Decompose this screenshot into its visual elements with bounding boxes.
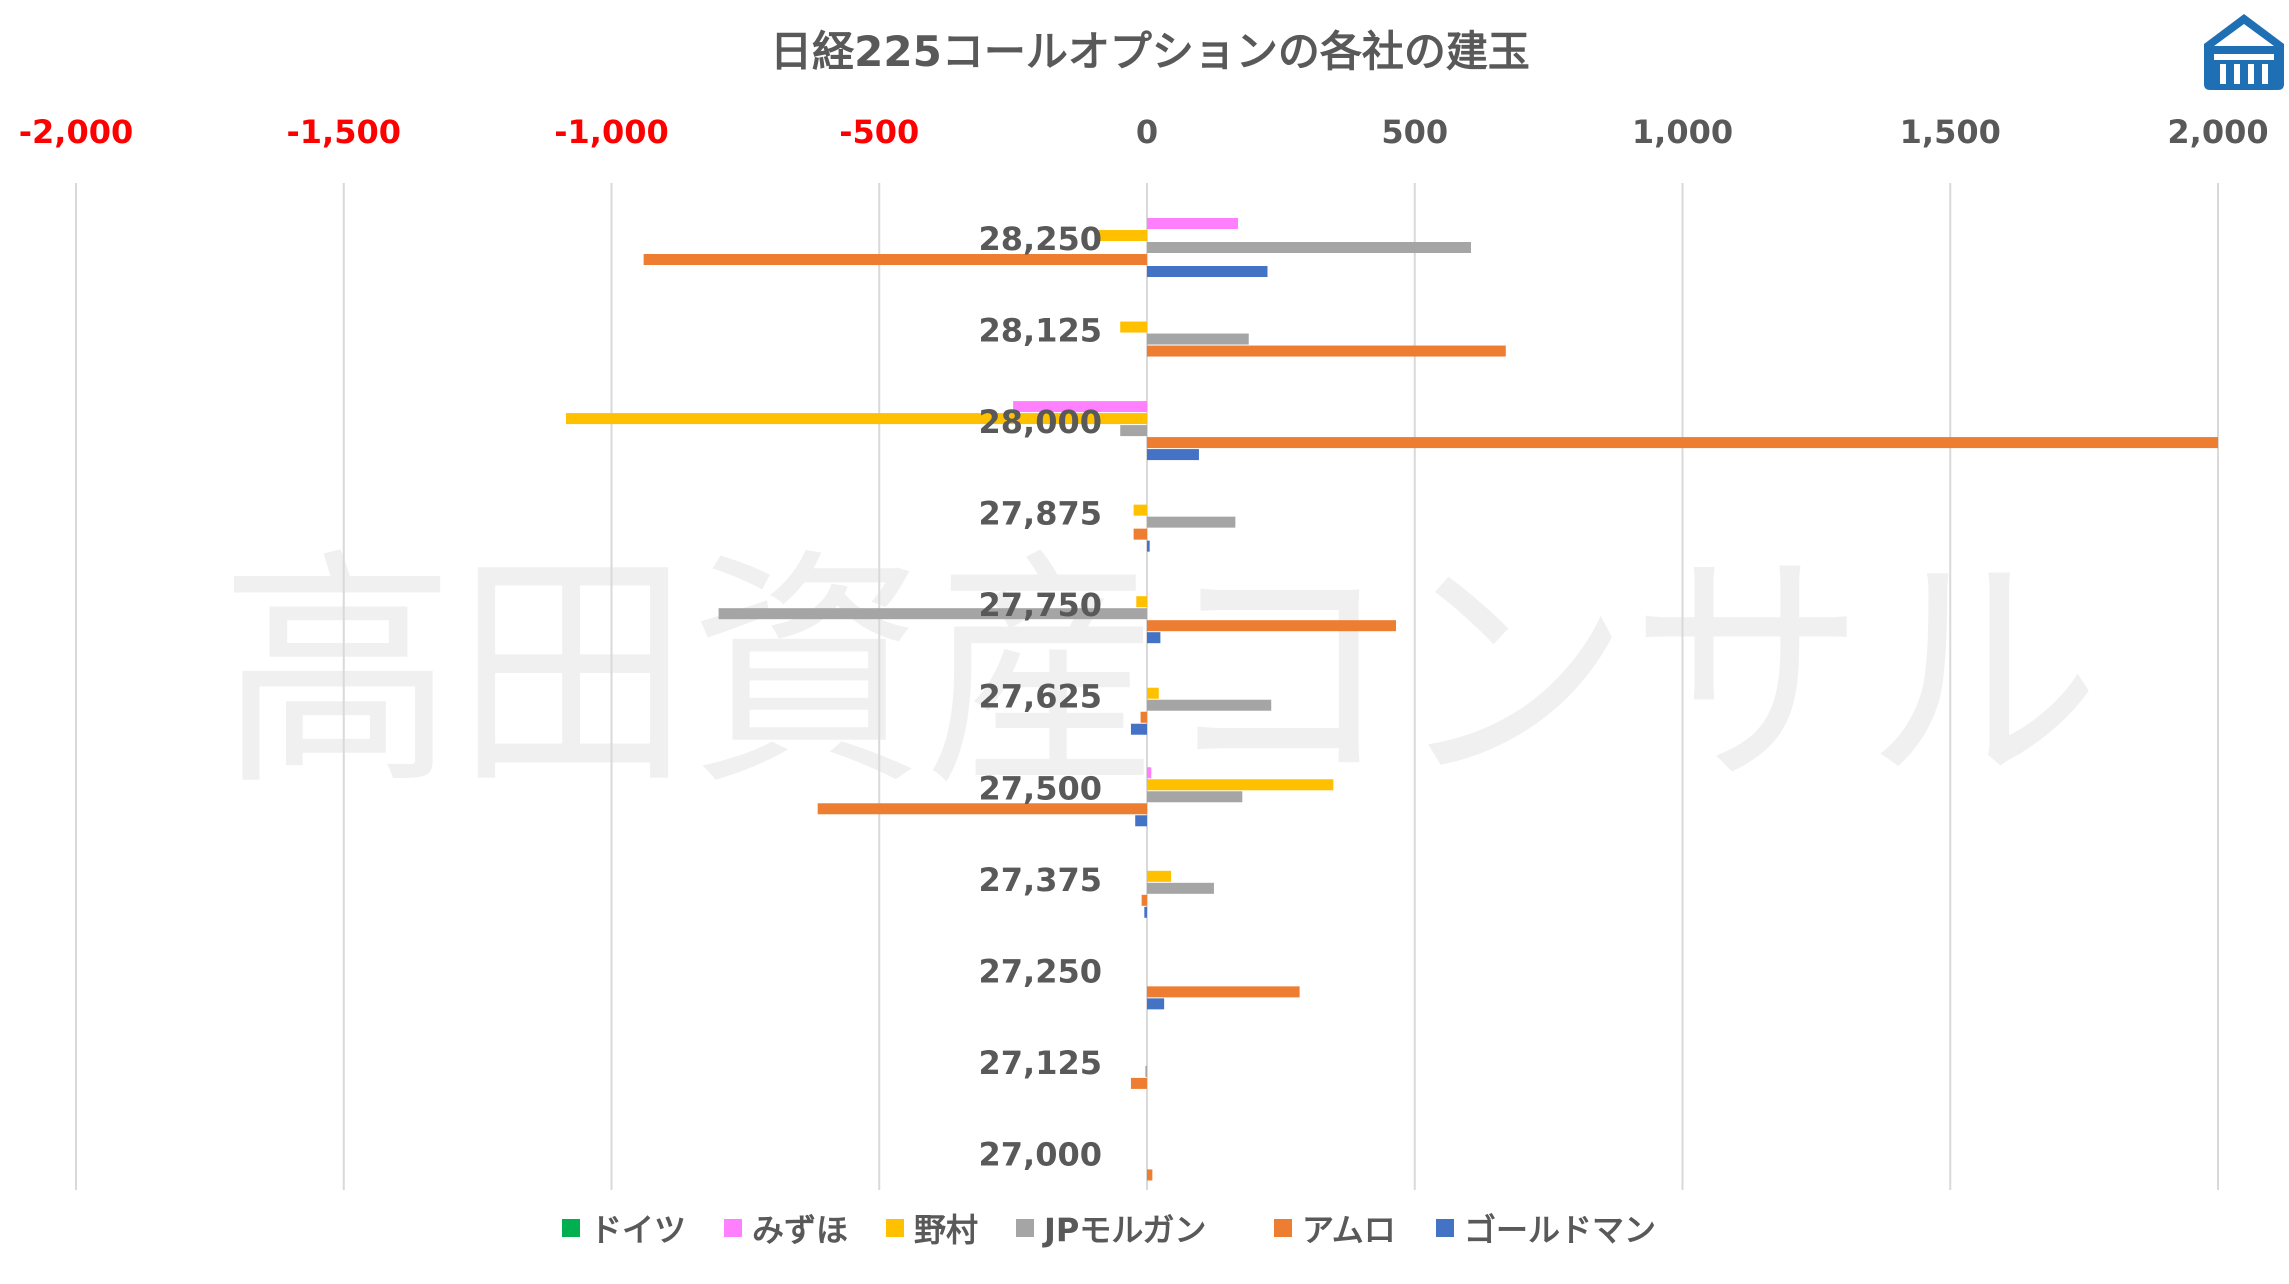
- bar: [1130, 723, 1147, 735]
- bars: [565, 218, 2218, 1181]
- legend-swatch: [1436, 1219, 1454, 1237]
- bar: [1145, 1065, 1147, 1077]
- bar: [1147, 779, 1334, 791]
- legend-swatch: [562, 1219, 580, 1237]
- takada-logo-icon: [2204, 14, 2284, 90]
- bar: [1147, 242, 1471, 253]
- bar: [1147, 632, 1161, 644]
- watermark: 高田資産コンサル: [220, 528, 2100, 819]
- category-label: 28,125: [979, 312, 1102, 350]
- bar: [1147, 218, 1239, 229]
- x-tick-label: -500: [839, 113, 919, 151]
- chart-title: 日経225コールオプションの各社の建玉: [770, 27, 1530, 76]
- x-tick-label: -2,000: [19, 113, 134, 151]
- x-tick-label: 0: [1136, 113, 1158, 151]
- bar: [1141, 894, 1147, 906]
- x-tick-label: 2,000: [2167, 113, 2268, 151]
- category-label: 27,000: [979, 1135, 1102, 1173]
- bar: [1147, 333, 1249, 345]
- category-label: 27,375: [979, 861, 1102, 899]
- category-label: 27,125: [979, 1044, 1102, 1082]
- bar: [1147, 1169, 1153, 1181]
- legend-label: ドイツ: [590, 1211, 686, 1249]
- x-tick-label: 1,000: [1632, 113, 1733, 151]
- bar: [1130, 1077, 1147, 1089]
- bar: [1147, 870, 1172, 882]
- bar: [817, 803, 1147, 815]
- legend-swatch: [724, 1219, 742, 1237]
- bar: [1147, 540, 1150, 552]
- category-label: 28,250: [979, 220, 1102, 258]
- category-labels: 28,250 28,125 28,000 27,875 27,750 27,625 27,5…: [979, 220, 1102, 1173]
- bar: [1147, 620, 1397, 632]
- legend: ドイツ みずほ 野村 JPモルガン アムロ ゴールドマン: [562, 1211, 1656, 1249]
- bar: [1147, 986, 1300, 998]
- legend-label: みずほ: [752, 1211, 848, 1249]
- bar: [1120, 321, 1147, 333]
- bar: [1147, 699, 1272, 711]
- bar: [1147, 767, 1152, 779]
- legend-swatch: [1016, 1219, 1034, 1237]
- x-tick-label: -1,500: [287, 113, 402, 151]
- legend-label: ゴールドマン: [1464, 1211, 1656, 1249]
- bar: [1147, 516, 1236, 528]
- category-label: 27,250: [979, 952, 1102, 990]
- bar: [1147, 345, 1506, 357]
- legend-label: 野村: [914, 1211, 978, 1249]
- x-axis-ticks: -2,000 -1,500 -1,000 -500 0 500 1,000 1,500 2,00…: [19, 113, 2269, 151]
- category-label: 27,875: [979, 495, 1102, 533]
- bar: [1140, 711, 1147, 723]
- bar: [1013, 401, 1147, 413]
- legend-label: JPモルガン: [1042, 1211, 1206, 1249]
- category-label: 28,000: [979, 403, 1102, 441]
- bar: [643, 254, 1147, 265]
- bar: [1147, 266, 1268, 277]
- bar: [1147, 998, 1165, 1010]
- bar: [1098, 230, 1147, 241]
- bar: [1133, 504, 1147, 516]
- bar: [565, 413, 1147, 425]
- bar: [1136, 596, 1147, 608]
- category-label: 27,625: [979, 678, 1102, 716]
- bar: [718, 608, 1147, 620]
- legend-swatch: [1274, 1219, 1292, 1237]
- legend-label: アムロ: [1302, 1211, 1396, 1249]
- category-label: 27,750: [979, 586, 1102, 624]
- bar: [1147, 437, 2218, 449]
- category-label: 27,500: [979, 769, 1102, 807]
- bar: [1147, 687, 1159, 699]
- x-tick-label: 500: [1381, 113, 1448, 151]
- bar: [1147, 882, 1214, 894]
- bar: [1120, 425, 1147, 437]
- x-tick-label: -1,000: [554, 113, 669, 151]
- bar: [1133, 528, 1147, 540]
- bar: [1147, 791, 1243, 803]
- bar: [1135, 815, 1147, 827]
- bar: [1147, 449, 1199, 461]
- x-tick-label: 1,500: [1900, 113, 2001, 151]
- legend-swatch: [886, 1219, 904, 1237]
- bar: [1144, 906, 1147, 918]
